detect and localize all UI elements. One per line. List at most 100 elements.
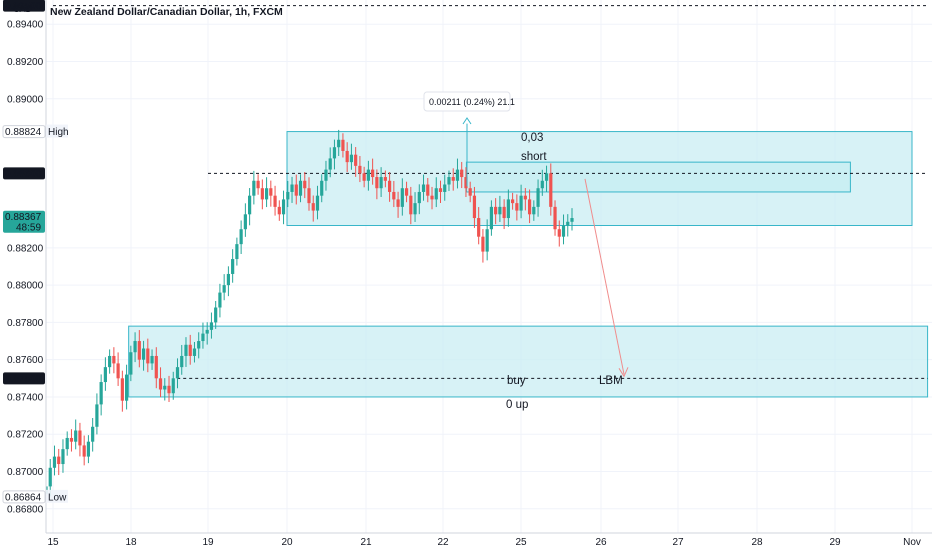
candle-body[interactable] xyxy=(61,449,65,465)
candle-body[interactable] xyxy=(315,195,320,211)
candle-body[interactable] xyxy=(379,177,383,189)
candle-body[interactable] xyxy=(460,169,464,178)
candle-body[interactable] xyxy=(566,221,570,226)
candle-body[interactable] xyxy=(243,214,247,230)
symbol-title[interactable]: New Zealand Dollar/Canadian Dollar, 1h, … xyxy=(50,6,283,18)
price-tick-label[interactable]: 0.89200 xyxy=(7,57,44,68)
time-tick-label[interactable]: 15 xyxy=(47,537,59,548)
candle-body[interactable] xyxy=(523,195,527,200)
candle-body[interactable] xyxy=(561,225,566,237)
candle-body[interactable] xyxy=(362,173,366,181)
time-tick-label[interactable]: 29 xyxy=(829,537,841,548)
candle-body[interactable] xyxy=(387,180,392,192)
candle-body[interactable] xyxy=(235,244,239,260)
candle-body[interactable] xyxy=(252,180,256,196)
price-tick-label[interactable]: 0.87200 xyxy=(7,430,44,441)
candle-body[interactable] xyxy=(409,195,413,215)
candle-body[interactable] xyxy=(438,188,443,192)
candle-body[interactable] xyxy=(116,363,120,379)
candle-body[interactable] xyxy=(366,169,370,181)
candle-body[interactable] xyxy=(171,378,175,394)
candle-body[interactable] xyxy=(294,184,298,196)
candle-body[interactable] xyxy=(506,199,510,219)
candle-body[interactable] xyxy=(201,333,205,342)
time-tick-label[interactable]: Nov xyxy=(903,537,921,548)
time-tick-label[interactable]: 22 xyxy=(437,537,449,548)
candle-body[interactable] xyxy=(48,467,52,487)
candle-body[interactable] xyxy=(494,206,498,215)
candle-body[interactable] xyxy=(197,341,201,349)
candle-body[interactable] xyxy=(141,348,146,360)
candle-body[interactable] xyxy=(239,229,243,245)
candle-body[interactable] xyxy=(320,180,324,196)
candle-body[interactable] xyxy=(485,229,489,252)
candle-body[interactable] xyxy=(455,169,460,181)
candle-body[interactable] xyxy=(434,188,438,200)
time-ticks[interactable]: 15 18 19 20 21 22 25 26 27 28 29 Nov xyxy=(47,537,920,548)
candle-body[interactable] xyxy=(86,441,91,457)
drawings-layer[interactable] xyxy=(462,117,629,378)
candle-body[interactable] xyxy=(226,273,231,286)
price-tick-label[interactable]: 0.86800 xyxy=(7,504,44,515)
candle-body[interactable] xyxy=(464,177,468,189)
candle-body[interactable] xyxy=(421,184,426,192)
candle-body[interactable] xyxy=(146,348,150,364)
candle-body[interactable] xyxy=(209,322,214,330)
candle-body[interactable] xyxy=(260,188,264,200)
time-tick-label[interactable]: 28 xyxy=(751,537,763,548)
candle-body[interactable] xyxy=(468,188,472,196)
candle-body[interactable] xyxy=(108,355,112,368)
candle-body[interactable] xyxy=(477,218,481,237)
candle-body[interactable] xyxy=(515,203,519,211)
price-tick-label[interactable]: 0.89400 xyxy=(7,20,44,31)
candle-body[interactable] xyxy=(498,206,502,215)
candle-body[interactable] xyxy=(511,199,515,204)
candle-body[interactable] xyxy=(218,292,222,308)
candle-body[interactable] xyxy=(103,367,107,383)
projection-arrow-line[interactable] xyxy=(584,178,625,375)
candle-body[interactable] xyxy=(214,307,218,323)
price-tick-label[interactable]: 0.89000 xyxy=(7,94,44,105)
candle-body[interactable] xyxy=(120,378,124,401)
candle-body[interactable] xyxy=(91,426,95,442)
candle-body[interactable] xyxy=(540,180,544,189)
candle-body[interactable] xyxy=(443,184,447,192)
candle-body[interactable] xyxy=(544,173,549,181)
candle-body[interactable] xyxy=(519,195,523,211)
candle-body[interactable] xyxy=(536,188,540,207)
candle-body[interactable] xyxy=(472,195,477,219)
candle-body[interactable] xyxy=(290,184,294,192)
price-tick-label[interactable]: 0.88000 xyxy=(7,281,44,292)
candle-body[interactable] xyxy=(570,218,574,222)
candle-body[interactable] xyxy=(337,139,341,148)
candle-body[interactable] xyxy=(349,154,354,163)
candle-body[interactable] xyxy=(78,430,82,446)
price-tick-label[interactable]: 0.87800 xyxy=(7,318,44,329)
candle-body[interactable] xyxy=(400,188,404,207)
time-tick-label[interactable]: 25 xyxy=(515,537,527,548)
candle-body[interactable] xyxy=(341,139,345,151)
candle-body[interactable] xyxy=(69,437,74,442)
candle-body[interactable] xyxy=(192,348,197,356)
price-tick-label[interactable]: 0.87000 xyxy=(7,467,44,478)
candle-body[interactable] xyxy=(133,341,137,353)
candle-body[interactable] xyxy=(231,259,235,274)
candle-body[interactable] xyxy=(65,437,69,450)
candle-body[interactable] xyxy=(248,195,252,215)
candle-body[interactable] xyxy=(188,344,192,356)
candle-body[interactable] xyxy=(286,191,290,200)
candle-body[interactable] xyxy=(527,199,532,215)
price-ticks[interactable]: 0.89400 0.89200 0.89000 0.88200 0.88000 0.878… xyxy=(7,20,44,516)
candle-body[interactable] xyxy=(57,456,61,465)
candle-body[interactable] xyxy=(553,206,557,230)
candle-body[interactable] xyxy=(52,456,57,468)
candle-body[interactable] xyxy=(396,199,400,207)
candle-body[interactable] xyxy=(307,188,311,204)
candle-body[interactable] xyxy=(298,180,303,196)
candle-body[interactable] xyxy=(383,177,387,181)
candle-body[interactable] xyxy=(413,203,417,215)
candle-body[interactable] xyxy=(273,195,277,207)
candle-body[interactable] xyxy=(324,169,328,181)
candle-body[interactable] xyxy=(332,147,337,159)
